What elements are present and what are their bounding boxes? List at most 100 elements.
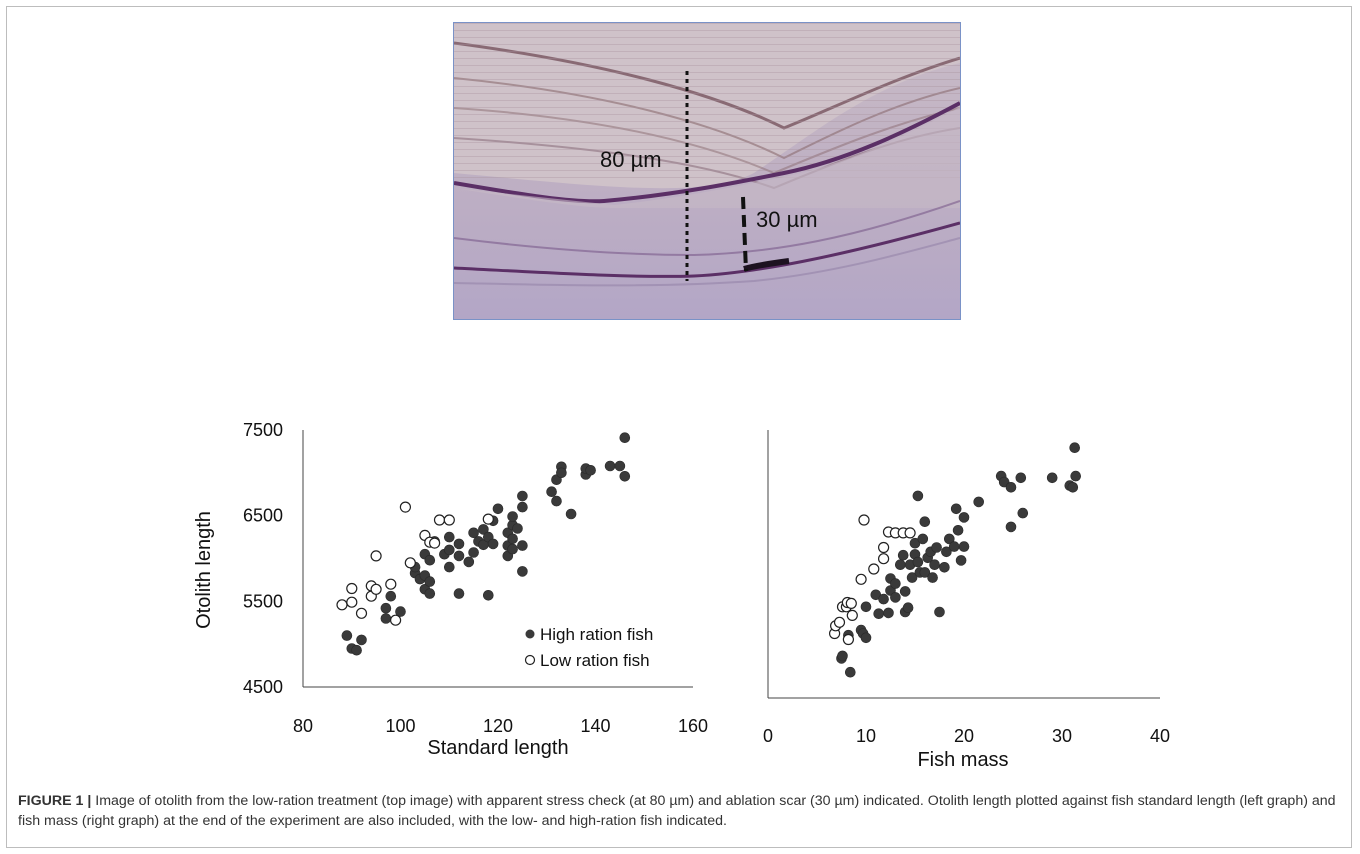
right-point-high-35: [931, 542, 942, 553]
right-point-low-6: [842, 633, 855, 646]
right-point-high-26: [912, 556, 924, 568]
left-point-high-7: [395, 606, 406, 617]
right-point-high-39: [943, 533, 955, 545]
right-point-high-55: [1067, 481, 1079, 493]
otolith-image: [454, 23, 960, 319]
right-point-low-8: [846, 609, 858, 622]
right-point-low-17: [904, 527, 916, 539]
right-point-low-11: [868, 563, 880, 575]
left-point-high-33: [487, 538, 499, 550]
left-point-low-10: [399, 501, 411, 513]
right-x-tick-40: 40: [1150, 726, 1170, 746]
right-point-high-3: [844, 666, 856, 678]
left-scatter-chart: 80 100 120 140 160 4500 5500 6500 7500 Standard…: [193, 420, 708, 759]
right-point-high-52: [1017, 507, 1029, 519]
left-point-high-56: [585, 464, 596, 476]
right-point-high-28: [917, 533, 929, 545]
right-point-high-41: [950, 503, 962, 515]
right-point-high-44: [958, 541, 970, 552]
legend-label-low: Low ration fish: [540, 651, 650, 670]
left-point-low-16: [443, 514, 455, 526]
right-x-tick-20: 20: [954, 726, 974, 746]
right-points: [828, 442, 1081, 678]
right-point-high-20: [902, 602, 914, 614]
left-point-high-53: [565, 508, 577, 520]
right-point-high-57: [1070, 470, 1081, 482]
left-point-high-58: [614, 460, 626, 472]
right-point-high-34: [929, 559, 940, 571]
left-point-high-46: [517, 501, 528, 513]
right-point-high-45: [958, 512, 970, 523]
left-point-high-59: [619, 470, 631, 482]
left-point-high-3: [356, 634, 367, 646]
right-point-high-30: [919, 567, 931, 578]
right-point-high-56: [1069, 442, 1080, 454]
left-point-low-2: [346, 582, 358, 595]
left-point-high-30: [478, 524, 489, 535]
right-point-high-15: [890, 578, 901, 589]
legend-marker-low: [524, 654, 536, 666]
left-point-high-16: [424, 554, 436, 566]
right-point-high-10: [878, 593, 889, 605]
right-scatter-chart: 0 10 20 30 40 Fish mass: [763, 430, 1170, 771]
figure-frame: [6, 6, 1352, 848]
left-point-high-26: [468, 547, 479, 558]
left-y-tick-4500: 4500: [243, 677, 283, 697]
left-point-low-7: [370, 550, 382, 562]
left-y-tick-7500: 7500: [243, 420, 283, 440]
right-point-high-29: [919, 516, 931, 528]
left-x-tick-160: 160: [678, 716, 708, 736]
right-point-high-49: [1005, 521, 1017, 533]
left-point-high-35: [492, 503, 504, 515]
left-point-low-15: [433, 514, 446, 526]
left-x-tick-80: 80: [293, 716, 313, 736]
left-y-tick-labels: 4500 5500 6500 7500: [243, 420, 283, 697]
left-point-low-17: [482, 513, 494, 525]
left-point-high-21: [443, 531, 455, 543]
right-point-high-11: [883, 607, 894, 619]
left-x-tick-100: 100: [385, 716, 415, 736]
right-point-high-22: [906, 572, 918, 583]
left-y-tick-5500: 5500: [243, 591, 283, 611]
left-point-high-4: [380, 613, 392, 624]
left-point-high-14: [424, 588, 436, 599]
left-point-low-1: [346, 596, 358, 608]
right-point-high-7: [860, 601, 872, 613]
right-point-high-37: [939, 561, 950, 573]
left-point-low-0: [336, 599, 348, 611]
right-point-high-25: [912, 490, 924, 502]
left-point-high-31: [482, 589, 494, 601]
right-point-high-16: [894, 559, 906, 571]
right-point-high-43: [955, 555, 967, 566]
left-point-high-0: [341, 630, 353, 641]
right-point-high-33: [927, 572, 938, 583]
left-point-high-25: [463, 556, 475, 568]
right-point-high-42: [952, 524, 964, 536]
right-point-high-17: [897, 549, 909, 561]
right-point-high-38: [941, 546, 952, 558]
right-point-low-10: [858, 514, 870, 526]
caption-text: Image of otolith from the low-ration tre…: [18, 793, 1336, 829]
right-point-high-36: [934, 606, 945, 618]
right-point-high-40: [948, 541, 960, 552]
left-x-axis-title: Standard length: [427, 737, 568, 759]
right-point-low-2: [833, 616, 846, 628]
left-y-tick-6500: 6500: [243, 506, 283, 526]
figure-caption: FIGURE 1 | Image of otolith from the low…: [18, 791, 1348, 831]
right-point-high-6: [860, 632, 872, 644]
left-point-high-39: [507, 543, 518, 555]
left-point-high-60: [619, 432, 631, 444]
legend: High ration fish Low ration fish: [524, 625, 653, 670]
right-point-high-46: [973, 496, 985, 508]
left-point-high-5: [380, 602, 392, 614]
left-point-high-27: [468, 527, 479, 539]
left-point-low-14: [429, 537, 441, 549]
right-x-tick-labels: 0 10 20 30 40: [763, 726, 1170, 746]
left-point-high-48: [546, 486, 557, 498]
left-x-tick-120: 120: [483, 716, 513, 736]
otolith-micrograph: 80 µm 30 µm: [453, 22, 961, 320]
left-point-high-57: [604, 460, 616, 472]
legend-marker-high: [525, 629, 535, 639]
left-point-low-3: [355, 607, 368, 619]
right-point-low-12: [877, 553, 890, 565]
